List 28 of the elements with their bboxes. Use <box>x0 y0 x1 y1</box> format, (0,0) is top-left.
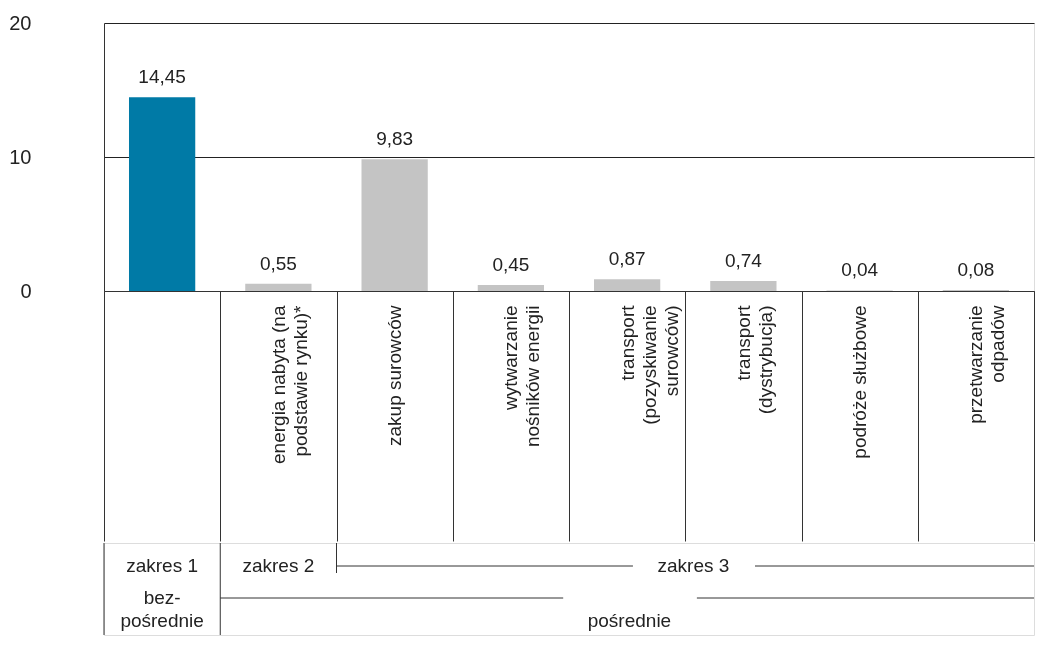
bar <box>361 159 428 291</box>
x-tick-label: przetwarzanie odpadów <box>965 305 1009 424</box>
bar <box>710 281 777 291</box>
bar <box>593 279 661 291</box>
x-tick-label: zakup surowców <box>384 305 406 446</box>
text: pośrednie <box>587 610 672 631</box>
data-label: 14,45 <box>138 66 186 88</box>
x-tick-label: transport (dystrybucja) <box>732 304 776 415</box>
x-tick-label: energia nabyta (na podstawie rynku)* <box>267 304 311 464</box>
text: zakres 3 <box>657 555 730 576</box>
data-label: 0,74 <box>724 250 763 272</box>
bar <box>477 284 545 291</box>
x-tick-label: podróże służbowe <box>849 305 871 459</box>
data-label: 9,83 <box>376 128 414 150</box>
y-tick-label: 10 <box>9 145 32 168</box>
text: bez-pośrednie <box>120 587 204 631</box>
data-label: 0,87 <box>608 248 646 270</box>
data-label: 0,55 <box>259 252 297 274</box>
y-tick-label: 0 <box>20 279 32 302</box>
data-label: 0,45 <box>492 253 530 275</box>
x-tick-label: transport (pozyskiwanie surowców) <box>616 304 682 425</box>
y-tick-label: 20 <box>9 11 32 34</box>
bar <box>128 97 196 291</box>
text: zakres 1 <box>126 555 199 576</box>
data-label: 0,04 <box>841 259 879 281</box>
text: zakres 2 <box>242 555 315 576</box>
data-label: 0,08 <box>957 258 995 280</box>
bar <box>245 283 312 291</box>
